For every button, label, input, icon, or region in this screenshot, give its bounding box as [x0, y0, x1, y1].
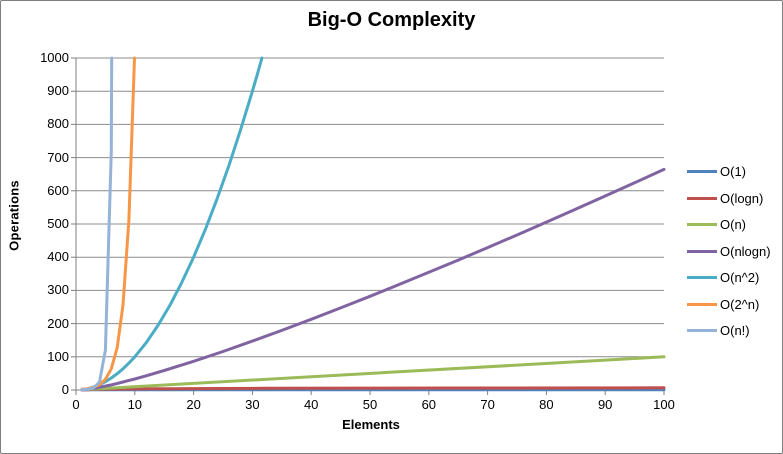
series-line-6[interactable]	[80, 56, 114, 392]
legend-line-marker	[687, 276, 717, 279]
y-tick-label: 700	[47, 149, 69, 165]
x-tick-label: 100	[653, 397, 675, 412]
legend-item[interactable]: O(2^n)	[687, 297, 779, 312]
x-tick-label: 70	[480, 397, 495, 412]
x-tick-label: 90	[597, 397, 613, 412]
legend: O(1) O(logn) O(n) O(nlogn) O(n^2) O(2^n) O(n!)	[687, 164, 779, 338]
legend-label: O(n^2)	[720, 270, 760, 285]
x-tick-label: 80	[539, 397, 554, 412]
legend-item[interactable]: O(logn)	[687, 191, 779, 206]
y-tick-label: 200	[47, 315, 69, 331]
y-tick-label: 600	[47, 182, 69, 198]
legend-item[interactable]: O(1)	[687, 164, 779, 179]
y-tick-label: 400	[47, 249, 69, 265]
x-tick-label: 0	[72, 397, 80, 412]
legend-line-marker	[687, 223, 717, 226]
y-tick-label: 0	[61, 382, 69, 397]
legend-item[interactable]: O(n^2)	[687, 270, 779, 285]
legend-item[interactable]: O(nlogn)	[687, 244, 779, 259]
x-tick-label: 60	[421, 397, 437, 412]
legend-item[interactable]: O(n!)	[687, 323, 779, 338]
legend-label: O(logn)	[720, 190, 764, 206]
y-tick-label: 800	[47, 116, 69, 132]
y-tick-label: 100	[47, 348, 69, 364]
legend-label: O(2^n)	[720, 296, 760, 312]
y-tick-label: 900	[47, 83, 69, 99]
plot-area	[71, 56, 666, 395]
x-tick-label: 30	[245, 397, 260, 412]
legend-item[interactable]: O(n)	[687, 217, 779, 232]
legend-line-marker	[687, 249, 717, 253]
series-line-3[interactable]	[80, 167, 666, 392]
legend-line-marker	[687, 329, 717, 332]
x-tick-label: 40	[303, 397, 319, 412]
y-tick-label: 1000	[40, 50, 69, 65]
x-tick-label: 20	[186, 397, 201, 412]
legend-line-marker	[687, 302, 717, 306]
series-line-2[interactable]	[80, 355, 666, 392]
y-tick-label: 300	[47, 282, 69, 298]
legend-label: O(n!)	[720, 323, 750, 338]
chart-title: Big-O Complexity	[307, 9, 476, 31]
x-axis-title: Elements	[342, 417, 400, 432]
plot-svg	[71, 56, 666, 395]
x-tick-label: 50	[362, 397, 378, 412]
legend-label: O(nlogn)	[720, 243, 771, 259]
legend-label: O(n)	[720, 217, 746, 232]
y-axis-title: Operations	[6, 180, 22, 251]
legend-line-marker	[687, 170, 717, 173]
y-tick-label: 500	[47, 216, 69, 231]
legend-label: O(1)	[720, 164, 746, 179]
x-tick-label: 10	[127, 397, 143, 412]
legend-line-marker	[687, 196, 717, 200]
